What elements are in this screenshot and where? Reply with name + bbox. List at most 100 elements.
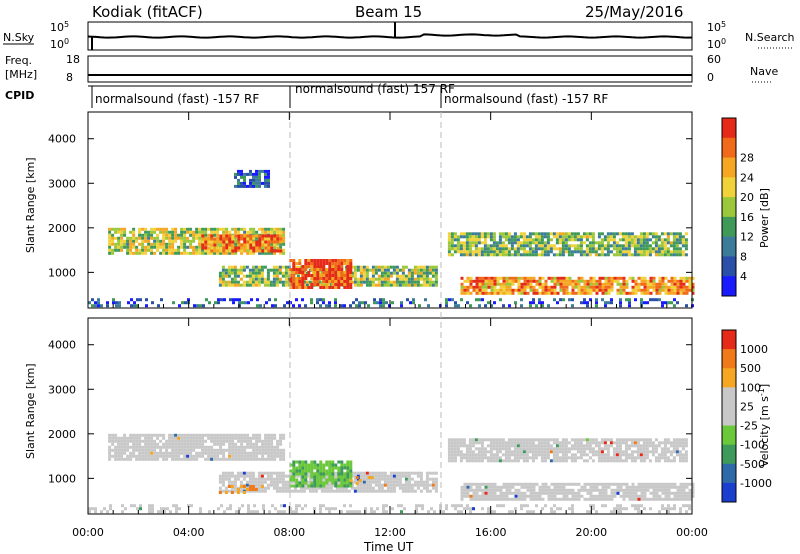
heatmap-cell (667, 510, 670, 514)
colorbar-swatch (722, 236, 736, 257)
heatmap-cell (316, 475, 320, 479)
heatmap-cell (159, 445, 163, 449)
heatmap-cell (353, 271, 357, 275)
heatmap-cell (652, 298, 655, 302)
heatmap-cell (481, 494, 485, 498)
nsearch-tick-bottom: 100 (707, 37, 726, 51)
heatmap-cell (519, 450, 523, 454)
heatmap-cell (314, 489, 318, 493)
heatmap-cell (610, 288, 614, 292)
heatmap-cell (298, 466, 302, 470)
heatmap-cell (505, 482, 509, 486)
heatmap-cell (234, 239, 238, 243)
heatmap-cell (165, 242, 169, 246)
heatmap-cell (301, 463, 305, 467)
heatmap-cell (568, 491, 572, 495)
heatmap-cell (543, 241, 547, 245)
heatmap-cell (535, 282, 539, 286)
heatmap-cell (534, 238, 538, 242)
heatmap-cell (367, 476, 371, 480)
heatmap-cell (243, 439, 247, 443)
heatmap-cell (610, 285, 614, 289)
heatmap-cell (356, 280, 360, 284)
heatmap-cell (504, 247, 508, 251)
heatmap-cell (365, 268, 369, 272)
heatmap-cell (615, 447, 619, 451)
heatmap-cell (529, 482, 533, 486)
heatmap-cell (310, 466, 314, 470)
heatmap-cell (362, 474, 366, 478)
heatmap-cell (510, 441, 514, 445)
heatmap-cell (556, 301, 559, 305)
heatmap-cell (359, 483, 363, 487)
heatmap-cell (264, 251, 268, 255)
heatmap-cell (263, 489, 267, 493)
heatmap-cell (343, 259, 347, 262)
heatmap-cell (628, 488, 632, 492)
heatmap-cell (386, 489, 390, 493)
heatmap-cell (489, 250, 493, 254)
heatmap-cell (258, 251, 262, 255)
heatmap-cell (340, 268, 344, 271)
heatmap-cell (474, 447, 478, 451)
heatmap-cell (657, 244, 661, 248)
heatmap-cell (252, 442, 256, 446)
heatmap-cell (675, 447, 679, 451)
heatmap-cell (346, 274, 350, 277)
heatmap-cell (480, 247, 484, 251)
heatmap-cell (630, 232, 634, 236)
heatmap-cell (588, 253, 592, 257)
heatmap-cell (228, 433, 232, 437)
heatmap-cell (328, 271, 332, 274)
heatmap-cell (237, 230, 241, 234)
heatmap-cell (579, 244, 583, 248)
heatmap-cell (642, 253, 646, 257)
heatmap-cell (576, 235, 580, 239)
heatmap-cell (126, 454, 130, 458)
heatmap-cell (293, 489, 297, 493)
heatmap-cell (658, 485, 662, 489)
heatmap-cell (428, 280, 432, 284)
heatmap-cell (319, 475, 323, 479)
heatmap-cell (201, 442, 205, 446)
colorbar-tick-label: 100 (740, 381, 761, 394)
heatmap-cell (186, 436, 190, 440)
heatmap-cell (147, 436, 151, 440)
heatmap-cell (283, 504, 286, 508)
heatmap-cell (673, 288, 677, 292)
heatmap-cell (328, 265, 332, 268)
heatmap-cell (272, 271, 276, 275)
heatmap-cell (483, 447, 487, 451)
heatmap-cell (114, 230, 118, 234)
heatmap-cell (319, 510, 322, 514)
heatmap-cell (595, 298, 598, 302)
cpid-strip: CPID normalsound (fast) -157 RF normalso… (5, 82, 692, 108)
heatmap-cell (147, 245, 151, 249)
heatmap-cell (186, 451, 190, 455)
heatmap-cell (507, 447, 511, 451)
heatmap-cell (555, 450, 559, 454)
heatmap-cell (565, 482, 569, 486)
heatmap-cell (150, 242, 154, 246)
heatmap-cell (326, 489, 330, 493)
heatmap-cell (308, 477, 312, 481)
heatmap-cell (676, 488, 680, 492)
heatmap-cell (413, 271, 417, 275)
heatmap-cell (231, 448, 235, 452)
heatmap-cell (616, 507, 619, 511)
heatmap-cell (453, 244, 457, 248)
heatmap-cell (335, 486, 339, 490)
heatmap-cell (646, 279, 650, 283)
heatmap-cell (603, 459, 607, 463)
heatmap-cell (225, 243, 229, 247)
heatmap-cell (383, 483, 387, 487)
heatmap-cell (201, 439, 205, 443)
heatmap-cell (112, 298, 115, 302)
heatmap-cell (685, 285, 689, 289)
heatmap-cell (619, 504, 622, 508)
heatmap-cell (362, 480, 366, 484)
heatmap-cell (471, 441, 475, 445)
heatmap-cell (498, 250, 502, 254)
heatmap-cell (675, 441, 679, 445)
heatmap-cell (276, 454, 280, 458)
